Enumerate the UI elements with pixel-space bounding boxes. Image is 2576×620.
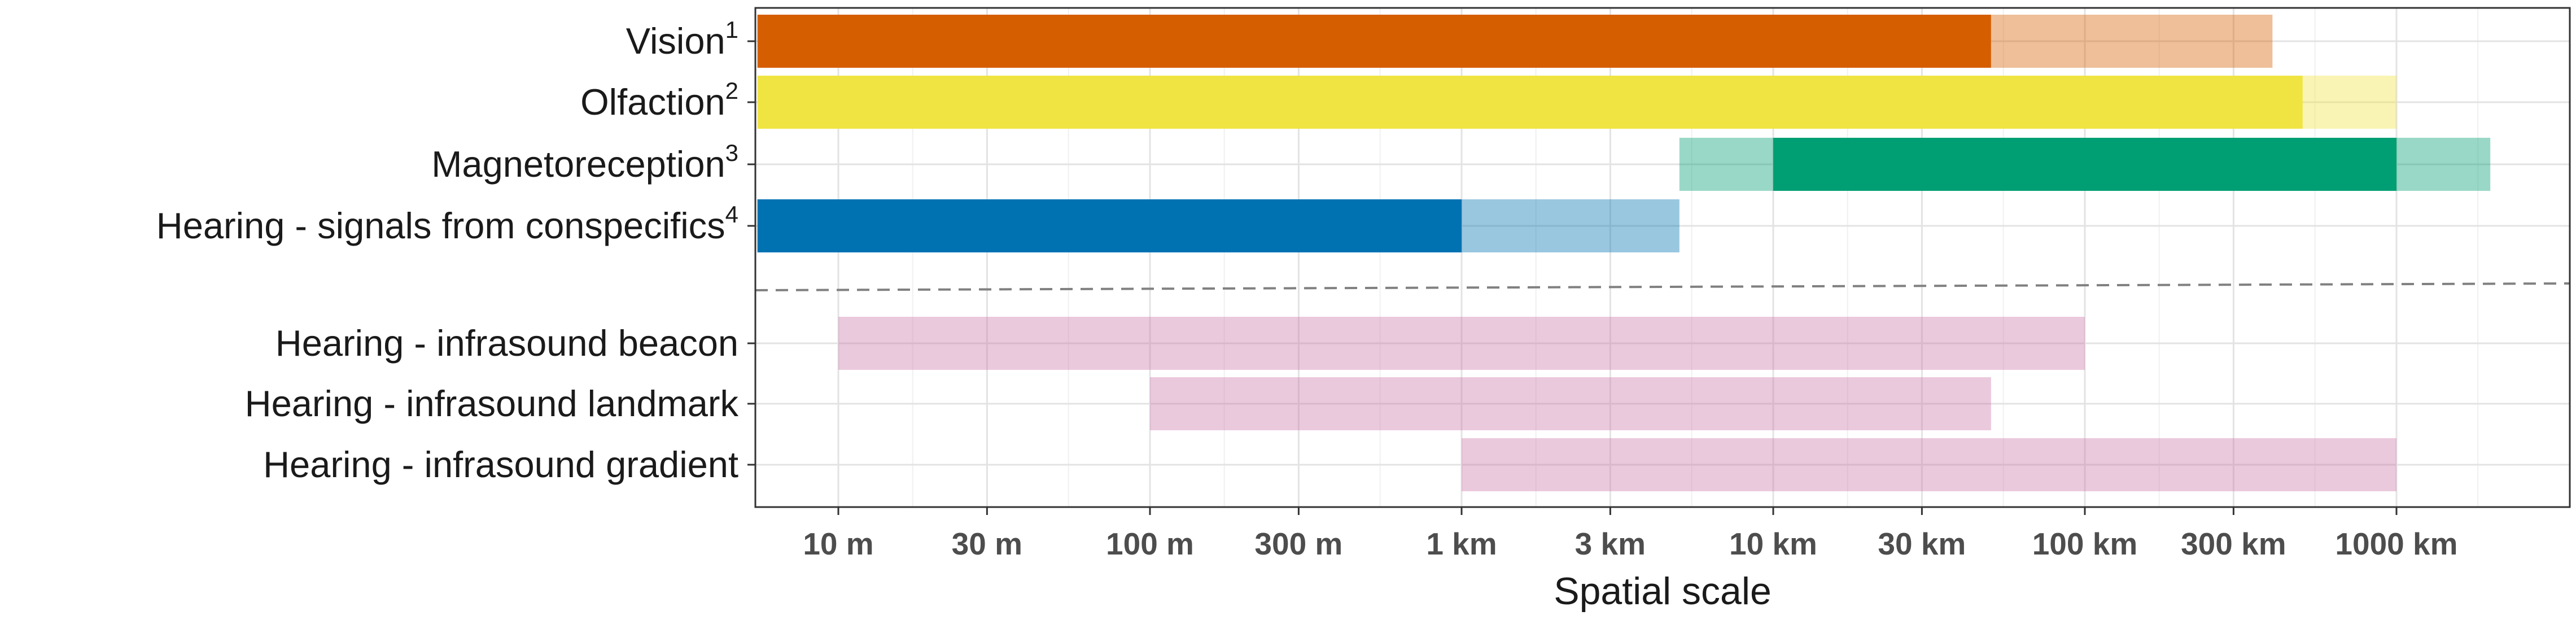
row-label-text: Vision [626, 20, 725, 62]
x-tick-labels: 10 m 30 m 100 m 300 m 1 km 3 km 10 km 30 km 100 … [803, 507, 2458, 561]
x-tick-label: 100 km [2032, 526, 2138, 561]
row-label-superscript: 3 [725, 139, 738, 166]
range-bar-segment [1462, 438, 2396, 491]
row-label-text: Hearing - infrasound gradient [263, 444, 738, 485]
x-tick-label: 10 km [1729, 526, 1817, 561]
row-label-text: Hearing - infrasound beacon [275, 322, 738, 364]
row-label: Hearing - signals from conspecifics4 [156, 201, 738, 246]
row-label-superscript: 2 [725, 77, 738, 104]
range-bar-segment [1462, 199, 1680, 252]
range-bars [757, 15, 2491, 491]
x-tick-label: 1000 km [2335, 526, 2457, 561]
range-bar-segment [1773, 138, 2396, 191]
range-bar-segment [757, 76, 2303, 129]
plot-panel-border [754, 7, 2571, 508]
row-label-text: Magnetoreception [431, 143, 725, 185]
x-tick-label: 100 m [1106, 526, 1194, 561]
range-bar-segment [1679, 138, 1773, 191]
range-bar-segment [838, 317, 2085, 370]
x-tick-label: 3 km [1575, 526, 1646, 561]
x-axis-title: Spatial scale [1554, 570, 1772, 613]
row-label: Vision1 [626, 16, 738, 62]
group-divider [755, 282, 2570, 291]
row-label-superscript: 1 [725, 16, 738, 43]
row-label: Hearing - infrasound beacon [275, 322, 738, 364]
row-label: Hearing - infrasound gradient [263, 444, 738, 485]
row-label-superscript: 4 [725, 201, 738, 228]
x-tick-label: 10 m [803, 526, 873, 561]
row-label-text: Hearing - signals from conspecifics [156, 205, 725, 246]
x-tick-label: 30 km [1878, 526, 1966, 561]
range-bar-segment [1991, 15, 2273, 68]
range-bar-segment [1150, 377, 1991, 430]
x-tick-label: 30 m [952, 526, 1022, 561]
row-label-text: Olfaction [580, 81, 725, 123]
row-label: Olfaction2 [580, 77, 738, 123]
range-bar-segment [2302, 76, 2396, 129]
divider-layer [755, 282, 2570, 291]
x-tick-label: 300 km [2181, 526, 2286, 561]
row-labels: Vision1 Olfaction2 Magnetoreception3 Hearin… [156, 16, 755, 485]
range-bar-segment [757, 15, 1991, 68]
range-bar-segment [757, 199, 1462, 252]
row-label: Magnetoreception3 [431, 139, 738, 185]
row-label-text: Hearing - infrasound landmark [245, 383, 739, 424]
x-tick-label: 300 m [1254, 526, 1342, 561]
x-tick-label: 1 km [1426, 526, 1497, 561]
range-bar-segment [2396, 138, 2491, 191]
row-label: Hearing - infrasound landmark [245, 383, 739, 424]
